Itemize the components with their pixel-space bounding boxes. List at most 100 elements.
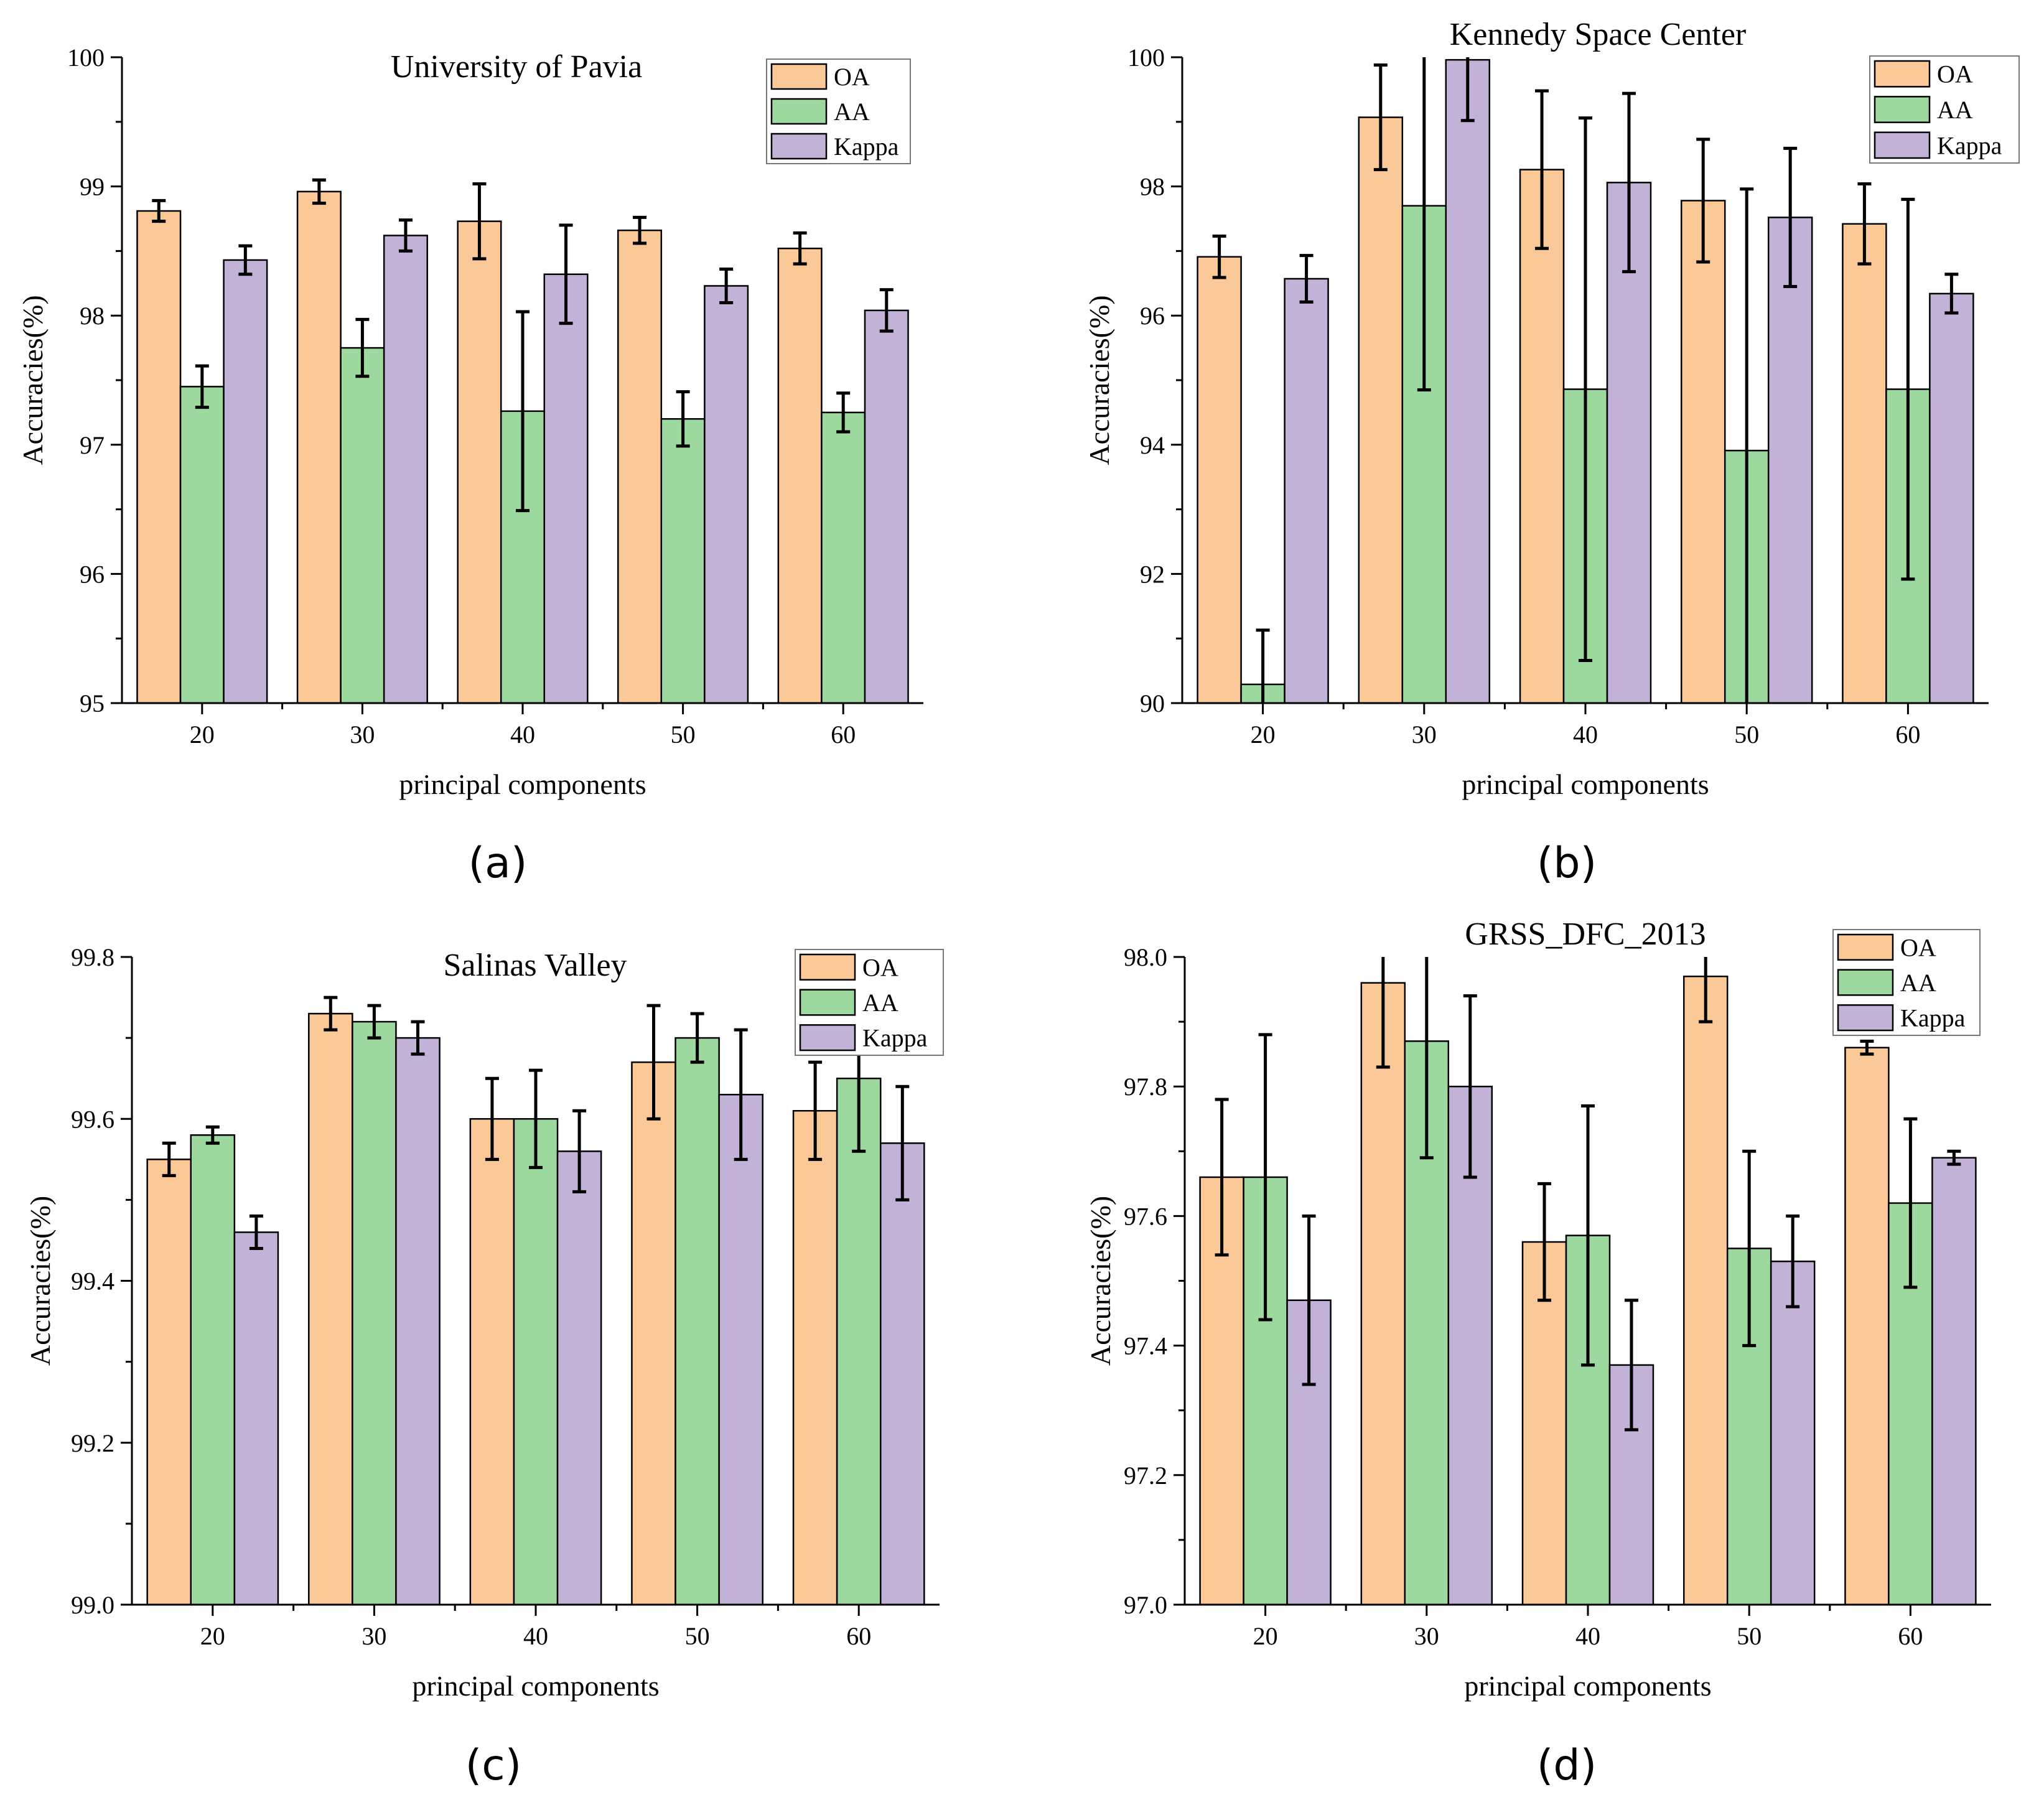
- x-tick-label: 60: [831, 721, 856, 749]
- bar-oa-50: [631, 1061, 676, 1605]
- x-tick-label: 60: [1895, 721, 1920, 749]
- error-bar-aa-50: [1740, 187, 1754, 703]
- bar-kappa-40: [543, 273, 589, 703]
- bar-oa-30: [308, 1012, 353, 1605]
- legend-swatch-oa: [770, 63, 828, 90]
- bar-oa-20: [146, 1159, 192, 1605]
- bar-aa-50: [660, 418, 706, 703]
- error-bar-kappa-40: [572, 1109, 587, 1193]
- y-tick-label: 97.0: [1124, 1591, 1167, 1619]
- y-axis-label: Accuracies(%): [17, 295, 49, 465]
- bar-kappa-50: [1770, 1261, 1816, 1605]
- error-bar-kappa-30: [411, 1020, 425, 1056]
- x-tick-label: 20: [190, 721, 215, 749]
- error-bar-kappa-60: [1947, 1149, 1961, 1166]
- error-bar-aa-20: [195, 364, 209, 409]
- error-bar-aa-40: [1579, 116, 1592, 662]
- bar-oa-50: [1682, 975, 1729, 1605]
- panel-caption: (d): [1537, 1741, 1597, 1790]
- bar-oa-60: [792, 1109, 838, 1605]
- x-axis-label: principal components: [1464, 1670, 1711, 1702]
- error-bar-aa-30: [1417, 57, 1431, 392]
- error-bar-aa-30: [355, 317, 370, 378]
- legend-label-oa: OA: [1937, 60, 1973, 88]
- bar-oa-40: [469, 1118, 515, 1605]
- bar-oa-20: [1197, 256, 1242, 703]
- error-bar-kappa-30: [1463, 994, 1477, 1179]
- x-tick-label: 50: [685, 1622, 710, 1650]
- bar-kappa-30: [1447, 1085, 1493, 1605]
- bar-aa-40: [1565, 1234, 1611, 1605]
- x-tick-label: 50: [1737, 1622, 1762, 1650]
- error-bar-kappa-20: [238, 244, 253, 276]
- error-bar-kappa-50: [1786, 1214, 1800, 1309]
- error-bar-aa-40: [529, 1068, 543, 1169]
- bar-oa-60: [1844, 1047, 1890, 1605]
- chart-panel-4: 97.0 97.2 97.4 97.6 97.8 98.0 20 30 40 50 60 princi…: [1085, 917, 1991, 1790]
- error-bar-aa-60: [836, 391, 851, 434]
- bar-oa-40: [457, 220, 502, 703]
- error-bar-kappa-60: [895, 1085, 910, 1201]
- legend-label-kappa: Kappa: [834, 133, 899, 161]
- chart-title: Salinas Valley: [443, 948, 627, 983]
- bar-kappa-60: [864, 309, 909, 703]
- chart-panel-1: 95 96 97 98 99 100 20 30 40 50 60 principal compone…: [17, 44, 923, 888]
- bar-aa-20: [179, 386, 225, 703]
- error-bar-aa-20: [205, 1125, 220, 1145]
- legend: OA AA Kappa: [766, 58, 911, 164]
- bar-aa-40: [513, 1118, 559, 1605]
- error-bar-oa-60: [793, 231, 807, 266]
- error-bar-oa-50: [633, 215, 647, 245]
- bar-aa-30: [340, 347, 385, 703]
- y-tick-label: 96: [1140, 302, 1165, 330]
- y-tick-label: 95: [80, 689, 105, 717]
- error-bar-aa-50: [1742, 1149, 1757, 1348]
- error-bar-kappa-40: [1624, 1299, 1638, 1432]
- y-axis-label: Accuracies(%): [1085, 1196, 1116, 1366]
- chart-title: GRSS_DFC_2013: [1465, 917, 1706, 952]
- error-bar-aa-50: [690, 1012, 704, 1064]
- legend: OA AA Kappa: [1869, 55, 2020, 164]
- error-bar-oa-30: [312, 178, 326, 205]
- bar-kappa-40: [556, 1150, 602, 1605]
- legend-label-kappa: Kappa: [1937, 131, 2002, 159]
- error-bar-oa-50: [646, 1004, 661, 1121]
- error-bar-oa-40: [472, 182, 487, 261]
- legend-swatch-oa: [1837, 933, 1894, 961]
- error-bar-aa-60: [1901, 197, 1915, 581]
- chart-title: University of Pavia: [391, 49, 642, 85]
- error-bar-oa-20: [152, 198, 166, 223]
- error-bar-kappa-40: [1622, 91, 1636, 274]
- bar-kappa-30: [395, 1037, 441, 1605]
- legend-swatch-oa: [1874, 60, 1931, 88]
- legend-swatch-kappa: [799, 1024, 856, 1052]
- error-bar-aa-30: [367, 1004, 381, 1040]
- bar-aa-30: [352, 1020, 397, 1605]
- panel-caption: (a): [469, 839, 528, 888]
- error-bar-oa-40: [485, 1076, 499, 1161]
- legend: OA AA Kappa: [795, 949, 944, 1056]
- bar-kappa-30: [1445, 58, 1491, 703]
- y-tick-label: 97.8: [1124, 1073, 1167, 1101]
- error-bar-kappa-20: [1302, 1214, 1316, 1386]
- error-bar-oa-40: [1535, 89, 1549, 250]
- error-bar-oa-50: [1696, 138, 1710, 264]
- x-tick-label: 60: [846, 1622, 871, 1650]
- error-bar-aa-20: [1258, 1033, 1272, 1322]
- error-bar-kappa-30: [1460, 57, 1475, 123]
- error-bar-kappa-40: [559, 223, 573, 325]
- x-tick-label: 40: [510, 721, 535, 749]
- y-tick-label: 99: [80, 173, 105, 201]
- legend-label-kappa: Kappa: [862, 1024, 928, 1052]
- panel-caption: (b): [1537, 839, 1597, 888]
- legend-label-oa: OA: [862, 953, 898, 981]
- bar-oa-30: [1358, 116, 1404, 703]
- error-bar-aa-40: [516, 310, 530, 513]
- error-bar-kappa-50: [719, 267, 734, 304]
- x-tick-label: 20: [1251, 721, 1276, 749]
- bars-layer: [146, 996, 925, 1605]
- y-tick-label: 97.2: [1124, 1462, 1167, 1490]
- legend-swatch-kappa: [1874, 131, 1931, 159]
- bars-layer: [136, 178, 909, 703]
